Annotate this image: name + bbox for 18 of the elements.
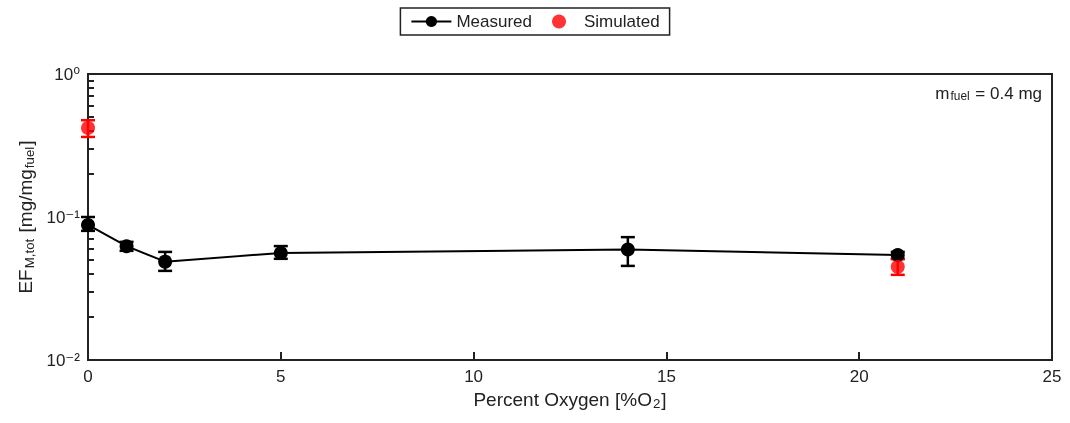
x-tick-label: 5 <box>276 367 286 386</box>
y-tick-label: 10⁻² <box>46 350 81 370</box>
point <box>81 217 95 232</box>
point <box>81 120 95 135</box>
annotation: mfuel = 0.4 mg <box>935 84 1043 104</box>
x-tick-label: 0 <box>83 367 93 386</box>
x-tick-label: 25 <box>1042 367 1062 386</box>
x-tick-label: 15 <box>656 367 676 386</box>
y-tick-label: 10⁰ <box>54 64 81 84</box>
x-tick-label: 20 <box>849 367 869 386</box>
y-axis-title: EFM,tot [mg/mgfuel] <box>15 140 37 294</box>
legend-label: Measured <box>456 12 533 31</box>
point <box>620 242 635 257</box>
x-axis-title: Percent Oxygen [%O2] <box>473 389 667 411</box>
y-tick-label: 10⁻¹ <box>46 207 81 227</box>
point <box>158 254 173 269</box>
legend-label: Simulated <box>584 12 660 31</box>
x-tick-label: 10 <box>464 367 484 386</box>
